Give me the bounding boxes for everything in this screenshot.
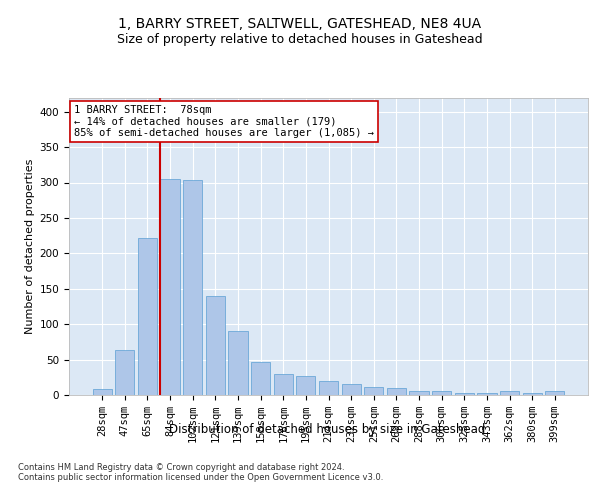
Bar — [455, 393, 474, 395]
Bar — [160, 179, 180, 395]
Text: Contains HM Land Registry data © Crown copyright and database right 2024.
Contai: Contains HM Land Registry data © Crown c… — [18, 462, 383, 482]
Bar — [251, 362, 270, 395]
Bar — [115, 350, 134, 395]
Text: Distribution of detached houses by size in Gateshead: Distribution of detached houses by size … — [169, 422, 485, 436]
Bar — [274, 374, 293, 395]
Bar — [92, 390, 112, 395]
Bar — [206, 296, 225, 395]
Bar — [409, 392, 428, 395]
Bar — [364, 386, 383, 395]
Bar — [319, 381, 338, 395]
Text: Size of property relative to detached houses in Gateshead: Size of property relative to detached ho… — [117, 32, 483, 46]
Bar — [387, 388, 406, 395]
Bar — [523, 393, 542, 395]
Y-axis label: Number of detached properties: Number of detached properties — [25, 158, 35, 334]
Bar — [296, 376, 316, 395]
Bar — [477, 393, 497, 395]
Bar — [138, 238, 157, 395]
Bar — [500, 392, 519, 395]
Bar — [183, 180, 202, 395]
Bar — [432, 392, 451, 395]
Bar — [229, 331, 248, 395]
Bar — [545, 392, 565, 395]
Bar — [341, 384, 361, 395]
Text: 1 BARRY STREET:  78sqm
← 14% of detached houses are smaller (179)
85% of semi-de: 1 BARRY STREET: 78sqm ← 14% of detached … — [74, 105, 374, 138]
Text: 1, BARRY STREET, SALTWELL, GATESHEAD, NE8 4UA: 1, BARRY STREET, SALTWELL, GATESHEAD, NE… — [118, 18, 482, 32]
